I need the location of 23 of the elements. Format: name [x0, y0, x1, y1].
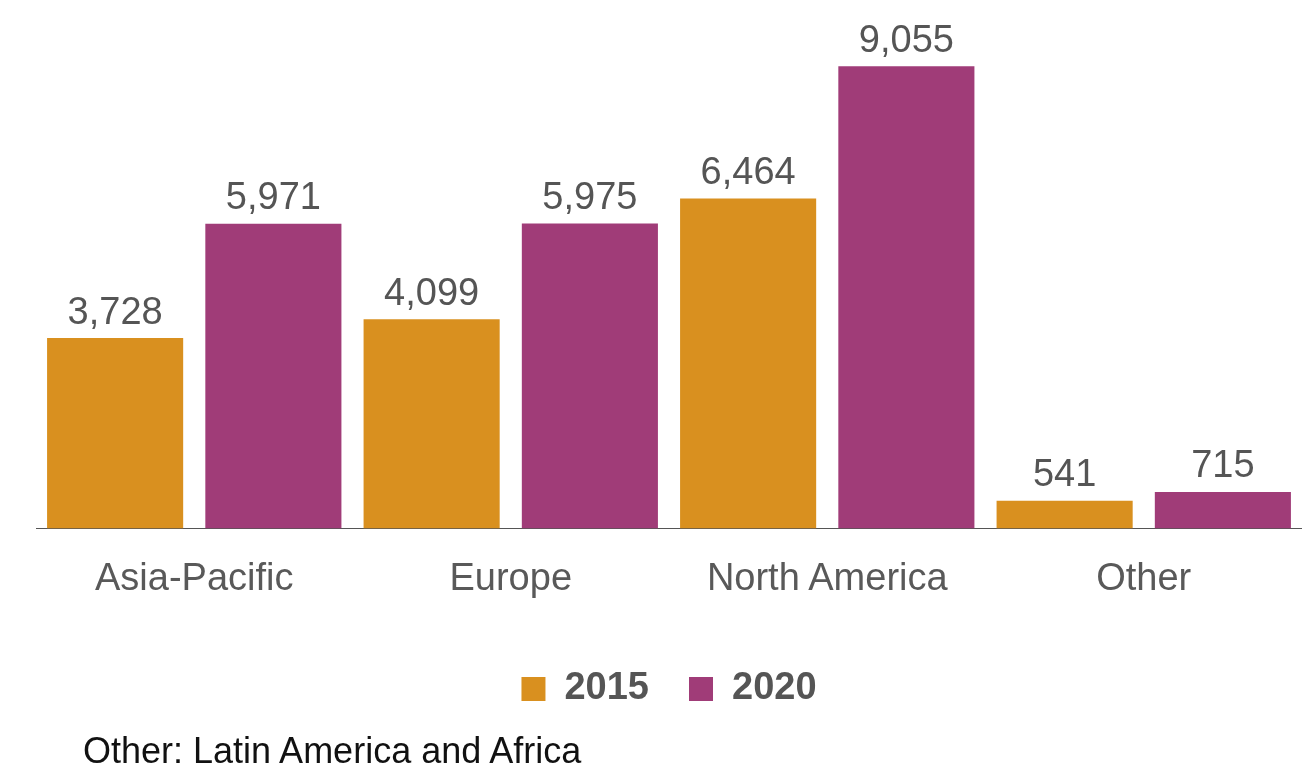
- legend-label: 2020: [732, 665, 817, 708]
- data-label: 6,464: [700, 149, 796, 192]
- bar: [838, 66, 975, 529]
- text: Other: Latin America and Africa: [83, 730, 583, 772]
- data-label: 5,971: [225, 175, 321, 218]
- bar: [205, 223, 342, 529]
- bar: [680, 198, 817, 529]
- data-label: 715: [1191, 443, 1255, 486]
- x-tick-label: Other: [1096, 555, 1192, 598]
- bar: [47, 338, 184, 529]
- x-tick-label: North America: [706, 555, 949, 598]
- data-label: 5,975: [542, 174, 638, 217]
- bar: [521, 223, 658, 529]
- bar: [996, 500, 1133, 529]
- data-label: 9,055: [858, 17, 954, 60]
- bar: [1154, 491, 1291, 529]
- x-tick-label: Asia-Pacific: [95, 555, 294, 598]
- legend-label: 2015: [564, 665, 650, 708]
- data-label: 3,728: [67, 289, 163, 332]
- x-tick-label: Europe: [449, 555, 573, 598]
- bar: [363, 319, 500, 529]
- data-label: 4,099: [384, 270, 480, 313]
- data-label: 541: [1032, 452, 1097, 495]
